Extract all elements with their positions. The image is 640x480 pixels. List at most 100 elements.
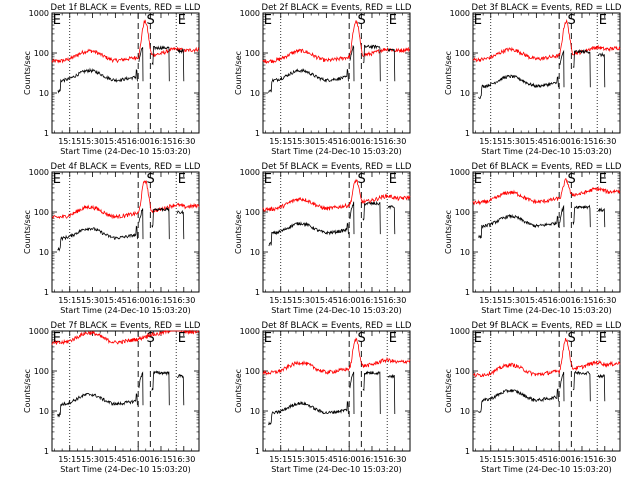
flag-label-saa: S [147, 331, 155, 346]
events-series-line [268, 221, 349, 247]
flag-label-eclipse-start: E [474, 172, 482, 187]
y-tick-label: 100 [34, 49, 49, 58]
x-tick-label: 16:15 [360, 137, 383, 146]
x-tick-label: 15:45 [315, 455, 338, 464]
events-series-line [151, 370, 170, 406]
events-series-line [572, 204, 591, 228]
x-tick-label: 15:45 [104, 455, 127, 464]
x-tick-label: 16:30 [172, 455, 195, 464]
events-series-line [138, 371, 144, 406]
events-series-line [349, 371, 355, 415]
x-axis-label: Start Time (24-Dec-10 15:03:20) [271, 147, 402, 156]
y-axis-label: Counts/sec [234, 210, 243, 254]
events-series-line [268, 400, 349, 426]
flag-label-eclipse-end: E [178, 13, 186, 28]
detector-panel: Det 1f BLACK = Events, RED = LLD 1 10 100 10… [23, 3, 201, 156]
x-tick-label: 16:00 [127, 137, 150, 146]
events-series-line [138, 47, 144, 82]
y-tick-label: 1000 [240, 327, 260, 336]
plot-frame [262, 12, 411, 134]
flag-label-eclipse-end: E [178, 172, 186, 187]
x-tick-label: 16:00 [338, 137, 361, 146]
y-axis-label: Counts/sec [444, 51, 453, 95]
y-tick-label: 1000 [450, 168, 470, 177]
lld-series-line [262, 337, 411, 376]
flag-label-eclipse-start: E [264, 331, 272, 346]
x-axis-label: Start Time (24-Dec-10 15:03:20) [60, 306, 191, 315]
y-tick-label: 10 [39, 248, 49, 257]
x-tick-label: 15:15 [58, 296, 81, 305]
y-axis-label: Counts/sec [23, 369, 32, 413]
y-tick-label: 1 [465, 129, 470, 138]
panel-title: Det 2f BLACK = Events, RED = LLD [262, 3, 412, 13]
x-tick-label: 15:45 [525, 137, 548, 146]
flag-label-eclipse-start: E [53, 13, 61, 28]
y-tick-label: 1 [465, 447, 470, 456]
y-tick-label: 10 [250, 407, 260, 416]
events-series-line [572, 48, 591, 88]
lld-series-line [262, 20, 411, 64]
flag-label-saa: S [568, 331, 576, 346]
x-tick-label: 15:15 [479, 455, 502, 464]
y-tick-label: 10 [250, 89, 260, 98]
detector-panel: Det 6f BLACK = Events, RED = LLD 1 10 100 10… [444, 162, 622, 315]
x-tick-label: 16:30 [593, 296, 616, 305]
x-axis-label: Start Time (24-Dec-10 15:03:20) [60, 147, 191, 156]
flag-label-eclipse-start: E [474, 13, 482, 28]
y-tick-label: 1000 [29, 9, 49, 18]
y-tick-label: 100 [455, 208, 470, 217]
y-axis-label: Counts/sec [444, 210, 453, 254]
flag-label-eclipse-end: E [178, 331, 186, 346]
x-tick-label: 15:45 [315, 137, 338, 146]
x-tick-label: 15:30 [81, 455, 104, 464]
y-tick-label: 1 [44, 129, 49, 138]
y-tick-label: 10 [39, 89, 49, 98]
y-tick-label: 100 [34, 367, 49, 376]
lld-series-line [51, 180, 200, 220]
events-series-line [387, 205, 396, 235]
detector-panel: Det 7f BLACK = Events, RED = LLD 1 10 100 10… [23, 321, 201, 474]
x-tick-label: 15:15 [58, 455, 81, 464]
y-tick-label: 1 [255, 447, 260, 456]
flag-label-eclipse-end: E [389, 172, 397, 187]
x-tick-label: 15:15 [269, 455, 292, 464]
x-tick-label: 15:30 [81, 137, 104, 146]
flag-label-eclipse-start: E [264, 13, 272, 28]
panel-title: Det 7f BLACK = Events, RED = LLD [51, 321, 201, 331]
x-tick-label: 16:00 [548, 137, 571, 146]
events-series-line [176, 374, 185, 406]
panel-title: Det 8f BLACK = Events, RED = LLD [262, 321, 412, 331]
flag-label-eclipse-end: E [389, 13, 397, 28]
x-tick-label: 16:00 [127, 455, 150, 464]
x-tick-label: 15:30 [502, 137, 525, 146]
events-series-line [559, 49, 565, 88]
events-series-line [57, 67, 138, 94]
plot-frame [472, 330, 621, 452]
y-axis-label: Counts/sec [234, 369, 243, 413]
y-tick-label: 1000 [29, 168, 49, 177]
flag-label-saa: S [568, 172, 576, 187]
events-series-line [597, 373, 606, 402]
flag-label-eclipse-start: E [53, 331, 61, 346]
flag-label-saa: S [568, 13, 576, 28]
detector-panel: Det 2f BLACK = Events, RED = LLD 1 10 100 10… [234, 3, 412, 156]
panel-title: Det 6f BLACK = Events, RED = LLD [472, 162, 622, 172]
x-tick-label: 16:15 [570, 455, 593, 464]
y-tick-label: 1000 [29, 327, 49, 336]
events-series-line [387, 48, 396, 82]
y-axis-label: Counts/sec [23, 210, 32, 254]
lld-series-line [472, 178, 621, 206]
events-series-line [176, 48, 185, 82]
detector-panel: Det 9f BLACK = Events, RED = LLD 1 10 100 10… [444, 321, 622, 474]
x-tick-label: 16:30 [172, 296, 195, 305]
lld-series-line [51, 329, 200, 346]
x-tick-label: 15:45 [525, 455, 548, 464]
plot-frame [51, 12, 200, 134]
flag-label-saa: S [358, 13, 366, 28]
events-series-line [362, 200, 381, 235]
y-tick-label: 10 [460, 407, 470, 416]
events-series-line [349, 44, 355, 82]
lld-series-line [262, 178, 411, 213]
events-series-line [597, 207, 606, 228]
